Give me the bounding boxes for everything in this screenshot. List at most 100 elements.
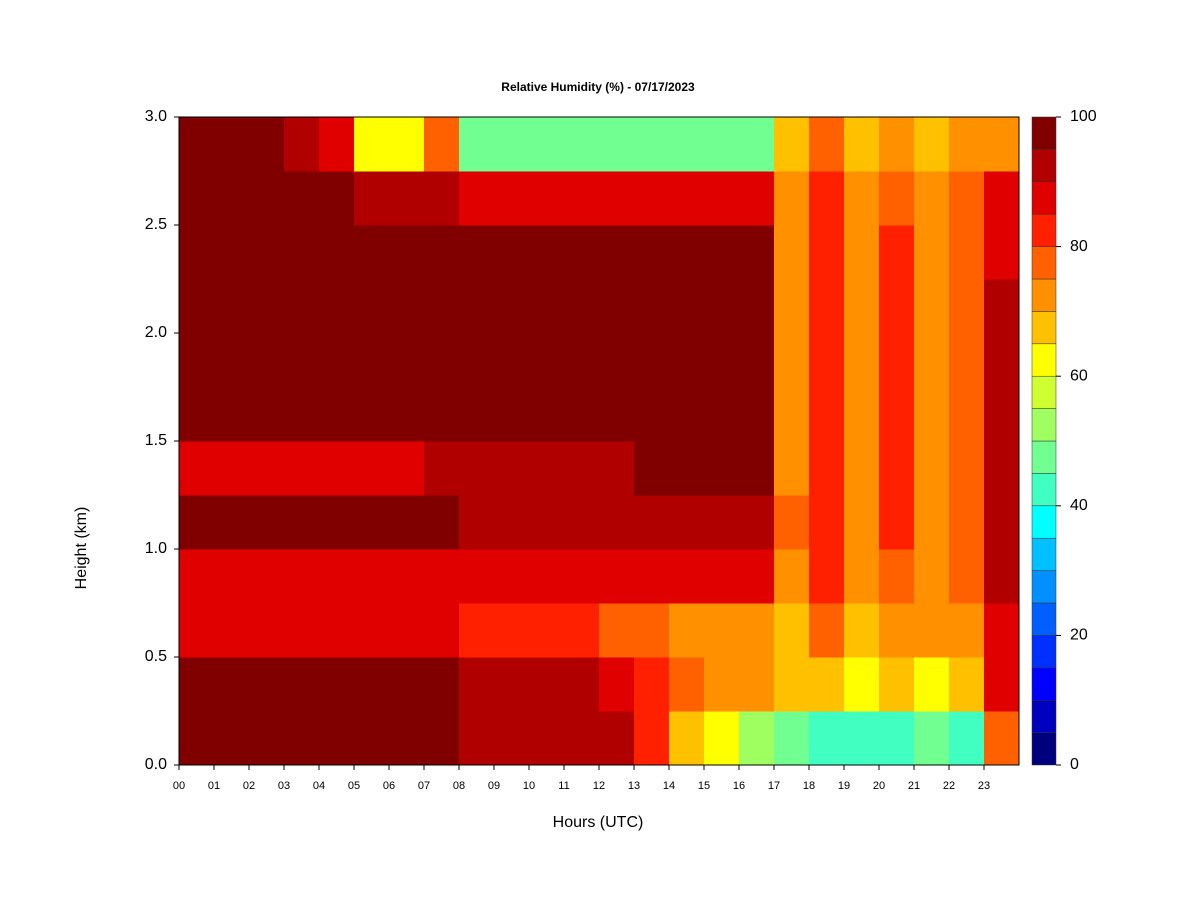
heat-cell <box>249 495 285 550</box>
heat-cell <box>494 441 530 496</box>
heat-cell <box>529 333 565 388</box>
heat-cell <box>459 279 495 334</box>
heat-cell <box>739 387 775 442</box>
heat-cell <box>599 495 635 550</box>
heat-cell <box>809 171 845 226</box>
y-tick-label: 1.0 <box>145 540 167 557</box>
colorbar-box <box>1031 213 1057 247</box>
heat-cell <box>179 387 215 442</box>
heat-cell <box>774 441 810 496</box>
heat-cell <box>634 603 670 658</box>
heat-cell <box>284 171 320 226</box>
heat-cell <box>809 441 845 496</box>
heat-cell <box>179 711 215 766</box>
heat-cell <box>564 549 600 604</box>
heat-cell <box>459 549 495 604</box>
heat-cell <box>564 657 600 712</box>
heat-cell <box>704 117 740 172</box>
x-tick-label: 09 <box>488 780 500 792</box>
heat-cell <box>704 333 740 388</box>
heat-cell <box>914 549 950 604</box>
heat-cell <box>179 171 215 226</box>
y-tick-label: 0.0 <box>145 756 167 773</box>
heat-cell <box>879 441 915 496</box>
heat-cell <box>354 441 390 496</box>
colorbar-tick-label: 100 <box>1070 108 1097 125</box>
heat-cell <box>844 117 880 172</box>
heat-cell <box>809 117 845 172</box>
heat-cell <box>389 441 425 496</box>
heat-cell <box>844 549 880 604</box>
heat-cell <box>354 333 390 388</box>
heat-cell <box>949 171 985 226</box>
x-tick-label: 12 <box>593 780 605 792</box>
x-tick-label: 17 <box>768 780 780 792</box>
colorbar-box <box>1031 408 1057 442</box>
heat-cell <box>704 495 740 550</box>
heat-cell <box>214 171 250 226</box>
heat-cell <box>564 711 600 766</box>
heat-cell <box>389 549 425 604</box>
heat-cell <box>214 657 250 712</box>
heat-cell <box>424 117 460 172</box>
heat-cell <box>739 495 775 550</box>
heat-cell <box>389 657 425 712</box>
heat-cell <box>704 657 740 712</box>
heat-cell <box>774 711 810 766</box>
x-tick-label: 00 <box>173 780 185 792</box>
heat-cell <box>879 333 915 388</box>
heat-cell <box>249 387 285 442</box>
chart-title: Relative Humidity (%) - 07/17/2023 <box>501 80 695 94</box>
heat-cell <box>249 657 285 712</box>
heat-cell <box>424 171 460 226</box>
heat-cell <box>389 117 425 172</box>
heat-cell <box>599 549 635 604</box>
heat-cell <box>459 171 495 226</box>
heat-cell <box>249 333 285 388</box>
x-tick-label: 20 <box>873 780 885 792</box>
heat-cell <box>319 657 355 712</box>
y-tick-label: 3.0 <box>145 108 167 125</box>
x-tick-label: 22 <box>943 780 955 792</box>
heat-cell <box>669 225 705 280</box>
heat-cell <box>809 387 845 442</box>
heat-cell <box>949 279 985 334</box>
heat-cell <box>214 387 250 442</box>
heat-cell <box>494 495 530 550</box>
heat-cell <box>914 441 950 496</box>
heat-cell <box>494 603 530 658</box>
y-tick-label: 2.5 <box>145 216 167 233</box>
heat-cell <box>809 225 845 280</box>
heat-cell <box>809 657 845 712</box>
heat-cell <box>214 225 250 280</box>
heat-cell <box>459 711 495 766</box>
heat-cell <box>599 711 635 766</box>
heat-cell <box>249 711 285 766</box>
colorbar-box <box>1031 116 1057 150</box>
colorbar-box <box>1031 537 1057 571</box>
x-tick-label: 18 <box>803 780 815 792</box>
colorbar-tick-label: 0 <box>1070 756 1079 773</box>
heat-cell <box>669 387 705 442</box>
heat-cell <box>319 117 355 172</box>
heat-cell <box>809 279 845 334</box>
heat-cell <box>739 279 775 334</box>
colorbar-tick-label: 80 <box>1070 238 1088 255</box>
heat-cell <box>844 225 880 280</box>
heat-cell <box>459 117 495 172</box>
heat-cell <box>529 225 565 280</box>
heat-cell <box>459 495 495 550</box>
y-tick-label: 0.5 <box>145 648 167 665</box>
heat-cell <box>914 279 950 334</box>
colorbar-tick-label: 20 <box>1070 627 1088 644</box>
heat-cell <box>914 117 950 172</box>
heat-cell <box>249 549 285 604</box>
heat-cell <box>284 387 320 442</box>
heat-cell <box>424 495 460 550</box>
x-axis-label: Hours (UTC) <box>553 814 644 831</box>
heat-cell <box>739 333 775 388</box>
heat-cell <box>704 711 740 766</box>
heat-cell <box>704 549 740 604</box>
heat-cell <box>389 495 425 550</box>
